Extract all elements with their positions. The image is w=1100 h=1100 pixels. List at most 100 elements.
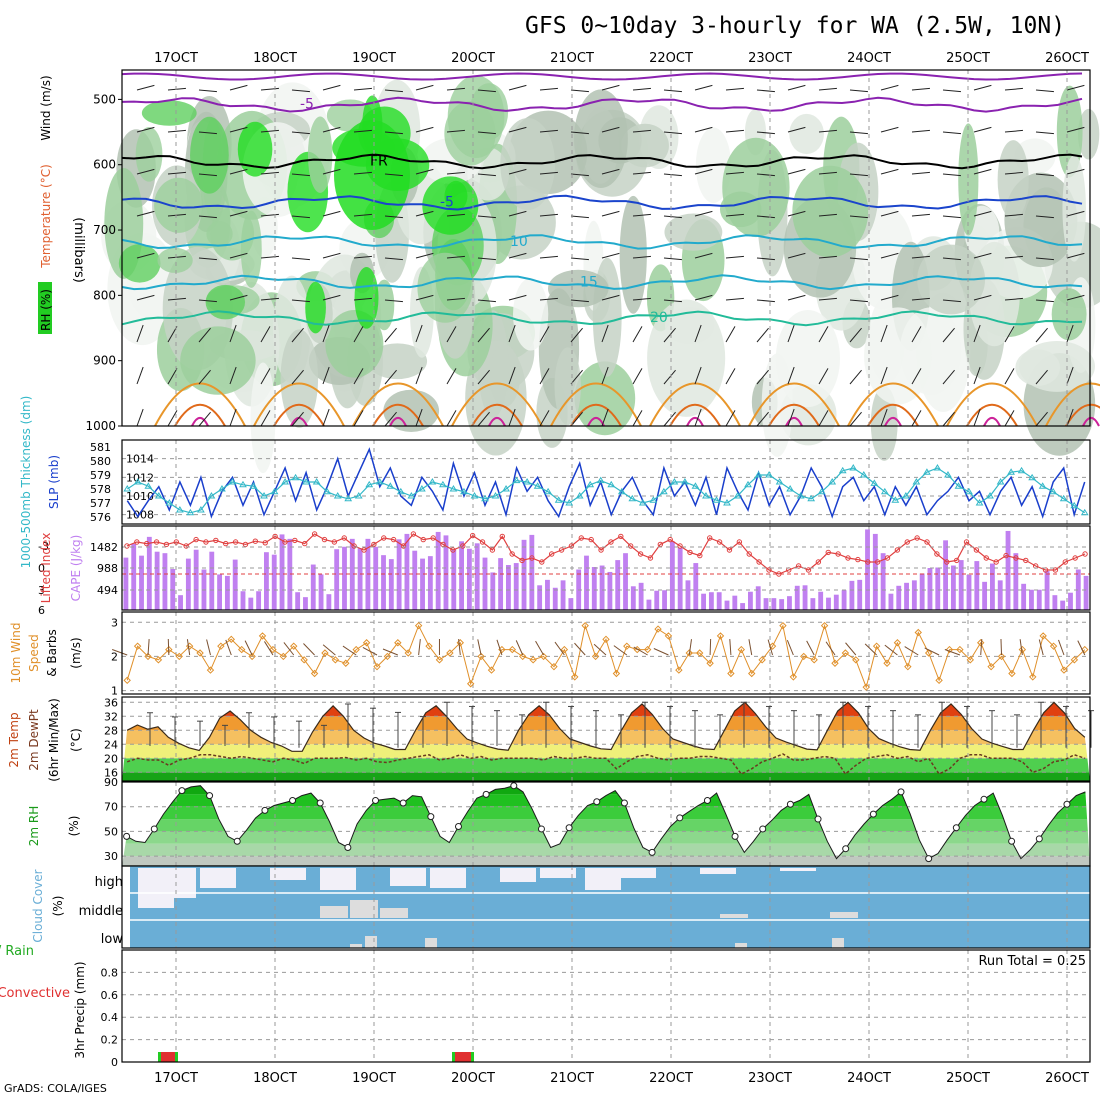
wind-barb bbox=[663, 369, 676, 385]
wind-barb bbox=[446, 368, 457, 385]
wind-barb bbox=[1038, 639, 1044, 656]
wind-barb bbox=[944, 649, 961, 656]
wind-speed-point bbox=[1039, 632, 1047, 640]
wind-speed-point bbox=[581, 621, 589, 630]
cloud-low-fill bbox=[832, 938, 844, 948]
wind-barb bbox=[694, 126, 713, 133]
warm-contour bbox=[253, 382, 345, 427]
thickness-point bbox=[775, 478, 784, 485]
wind-speed-point bbox=[945, 645, 954, 654]
wind-speed-point bbox=[633, 645, 641, 654]
wind-barb bbox=[198, 299, 217, 303]
thickness-point bbox=[1007, 468, 1015, 475]
wind-barb bbox=[601, 366, 609, 385]
wind-speed-point bbox=[914, 628, 922, 637]
wind-barb bbox=[756, 327, 769, 343]
cape-bar bbox=[802, 585, 808, 610]
li-point bbox=[341, 535, 347, 541]
wind-speed-point bbox=[269, 645, 277, 654]
cape-bar bbox=[630, 586, 636, 610]
wind-speed-point bbox=[831, 659, 839, 667]
wind-barb bbox=[570, 299, 589, 303]
wind-barb bbox=[849, 257, 868, 261]
wind-barb bbox=[663, 215, 682, 219]
wind-speed-point bbox=[810, 656, 818, 664]
li-point bbox=[163, 541, 170, 548]
wind-barb bbox=[864, 643, 877, 656]
wind-barb bbox=[167, 255, 186, 259]
wind-barb bbox=[415, 252, 434, 259]
wind-barb bbox=[725, 326, 736, 343]
wind-barb bbox=[570, 257, 589, 261]
rh-point bbox=[731, 832, 739, 840]
rh-shade bbox=[513, 277, 549, 351]
wind-speed-point bbox=[820, 621, 829, 630]
rh-point bbox=[289, 797, 297, 805]
precip-convective-bar bbox=[455, 1052, 471, 1062]
wind-speed-point bbox=[290, 642, 298, 650]
wind-barb bbox=[229, 84, 248, 91]
wind-barb bbox=[477, 327, 490, 343]
rh-point bbox=[178, 787, 186, 795]
wind-barb bbox=[136, 366, 144, 385]
wind-barb bbox=[260, 368, 271, 385]
wind-barb bbox=[849, 173, 868, 177]
cape-bar bbox=[1068, 592, 1073, 610]
wind-speed-point bbox=[404, 649, 412, 657]
wind-barb bbox=[477, 369, 490, 385]
precip-tick: 0.8 bbox=[101, 966, 119, 979]
cape-bar bbox=[303, 597, 308, 610]
wind-barb bbox=[787, 210, 806, 217]
wind-barb bbox=[198, 131, 217, 135]
thickness-point bbox=[617, 487, 626, 495]
wind-barb bbox=[535, 640, 544, 656]
date-tick-bottom: 19OCT bbox=[352, 1071, 396, 1086]
wind-speed-point bbox=[716, 632, 725, 640]
rh-tick: 30 bbox=[104, 850, 118, 863]
li-point bbox=[1082, 551, 1088, 557]
wind-speed-point bbox=[768, 642, 777, 650]
thickness-point bbox=[323, 487, 332, 495]
li-point bbox=[707, 535, 713, 541]
cloud-mid-fill bbox=[720, 914, 748, 918]
li-point bbox=[292, 537, 298, 544]
thickness-tick: 578 bbox=[90, 483, 111, 496]
wind-barb bbox=[1004, 326, 1015, 343]
wind-barb bbox=[818, 129, 837, 133]
wind-barb bbox=[570, 131, 589, 135]
wind-speed-point bbox=[862, 683, 870, 691]
rh-shade bbox=[374, 279, 395, 331]
date-tick-bottom: 25OCT bbox=[946, 1071, 990, 1086]
wind-barb bbox=[382, 648, 399, 656]
date-tick-top: 24OCT bbox=[847, 51, 891, 66]
wind-barb bbox=[973, 294, 992, 301]
precip-tick: 0.2 bbox=[101, 1034, 119, 1047]
wind-barb bbox=[322, 84, 341, 91]
wind-barb bbox=[539, 255, 558, 259]
cloud-mid-fill bbox=[320, 906, 348, 918]
li-point bbox=[479, 539, 486, 545]
date-tick-bottom: 26OCT bbox=[1045, 1071, 1089, 1086]
wind-barb bbox=[601, 210, 620, 217]
li-point bbox=[134, 539, 140, 545]
wind-barb bbox=[911, 171, 930, 175]
wind-barb bbox=[477, 411, 490, 427]
wind-barb bbox=[818, 368, 829, 385]
temp-tick: 32 bbox=[104, 710, 118, 723]
wind-speed-point bbox=[539, 652, 548, 661]
li-point bbox=[874, 559, 881, 565]
date-tick-top: 26OCT bbox=[1045, 51, 1089, 66]
wind-barb bbox=[1035, 327, 1048, 343]
wind-barb bbox=[756, 369, 769, 385]
wind-barb bbox=[725, 87, 744, 91]
wind-speed-point bbox=[383, 652, 392, 661]
wind-barb bbox=[1035, 369, 1048, 385]
wind-barb bbox=[1004, 87, 1023, 91]
wind-barb bbox=[1058, 639, 1065, 656]
rh-shade bbox=[574, 89, 628, 188]
date-tick-bottom: 22OCT bbox=[649, 1071, 693, 1086]
wind-barb bbox=[884, 644, 898, 656]
wind-speed-point bbox=[841, 649, 850, 657]
cape-bar bbox=[935, 567, 941, 610]
thickness-point bbox=[723, 499, 731, 506]
